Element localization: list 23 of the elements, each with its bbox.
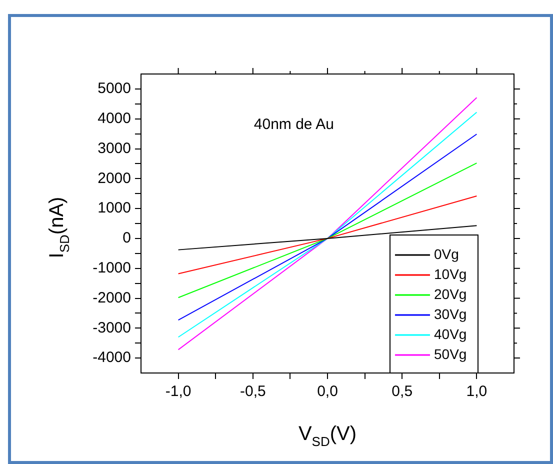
x-tick-label: 0,5 — [392, 383, 413, 400]
annotation: 40nm de Au — [254, 116, 334, 134]
x-tick-label: 0,0 — [317, 383, 338, 400]
legend-label: 0Vg — [434, 246, 459, 262]
x-tick-label: -0,5 — [240, 383, 266, 400]
y-tick-label: 5000 — [98, 80, 131, 98]
legend-label: 20Vg — [434, 286, 467, 302]
y-tick-label: -2000 — [92, 289, 131, 306]
y-tick-label: 4000 — [98, 110, 131, 127]
y-axis-title: ISD(nA) — [46, 196, 72, 258]
y-tick-label: -1000 — [92, 259, 131, 276]
legend-label: 30Vg — [434, 306, 467, 322]
x-tick-label: 1,0 — [466, 383, 488, 400]
legend-label: 40Vg — [434, 326, 467, 342]
y-tick-label: 1000 — [98, 200, 131, 217]
y-tick-label: -3000 — [92, 319, 131, 336]
y-tick-label: 0 — [122, 230, 131, 247]
y-tick-label: 3000 — [98, 140, 131, 157]
x-tick-label: -1,0 — [165, 383, 192, 400]
legend-label: 50Vg — [434, 346, 467, 362]
legend-label: 10Vg — [434, 266, 467, 282]
y-tick-label: -4000 — [92, 349, 131, 366]
y-tick-label: 2000 — [98, 170, 131, 187]
